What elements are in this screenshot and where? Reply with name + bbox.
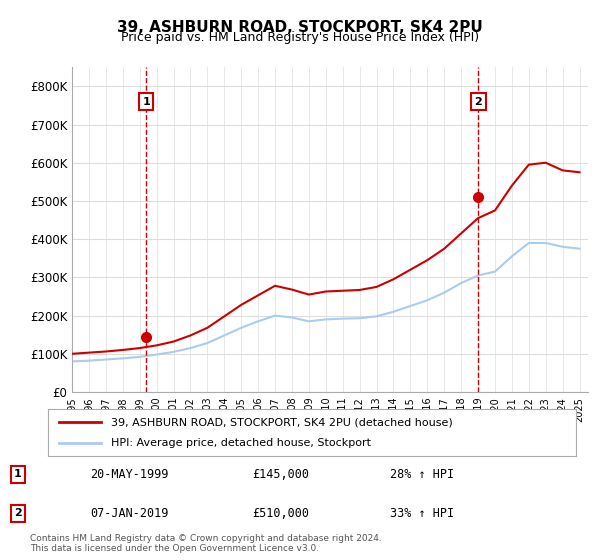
Text: 33% ↑ HPI: 33% ↑ HPI: [390, 507, 454, 520]
Text: £510,000: £510,000: [252, 507, 309, 520]
Text: HPI: Average price, detached house, Stockport: HPI: Average price, detached house, Stoc…: [112, 438, 371, 448]
Text: 28% ↑ HPI: 28% ↑ HPI: [390, 468, 454, 481]
Text: Contains HM Land Registry data © Crown copyright and database right 2024.
This d: Contains HM Land Registry data © Crown c…: [30, 534, 382, 553]
Text: 39, ASHBURN ROAD, STOCKPORT, SK4 2PU (detached house): 39, ASHBURN ROAD, STOCKPORT, SK4 2PU (de…: [112, 417, 453, 427]
Text: £145,000: £145,000: [252, 468, 309, 481]
Text: 2: 2: [14, 508, 22, 518]
Text: 1: 1: [142, 96, 150, 106]
Text: 39, ASHBURN ROAD, STOCKPORT, SK4 2PU: 39, ASHBURN ROAD, STOCKPORT, SK4 2PU: [117, 20, 483, 35]
Text: 2: 2: [475, 96, 482, 106]
Text: Price paid vs. HM Land Registry's House Price Index (HPI): Price paid vs. HM Land Registry's House …: [121, 31, 479, 44]
Text: 20-MAY-1999: 20-MAY-1999: [90, 468, 169, 481]
Text: 1: 1: [14, 469, 22, 479]
Text: 07-JAN-2019: 07-JAN-2019: [90, 507, 169, 520]
